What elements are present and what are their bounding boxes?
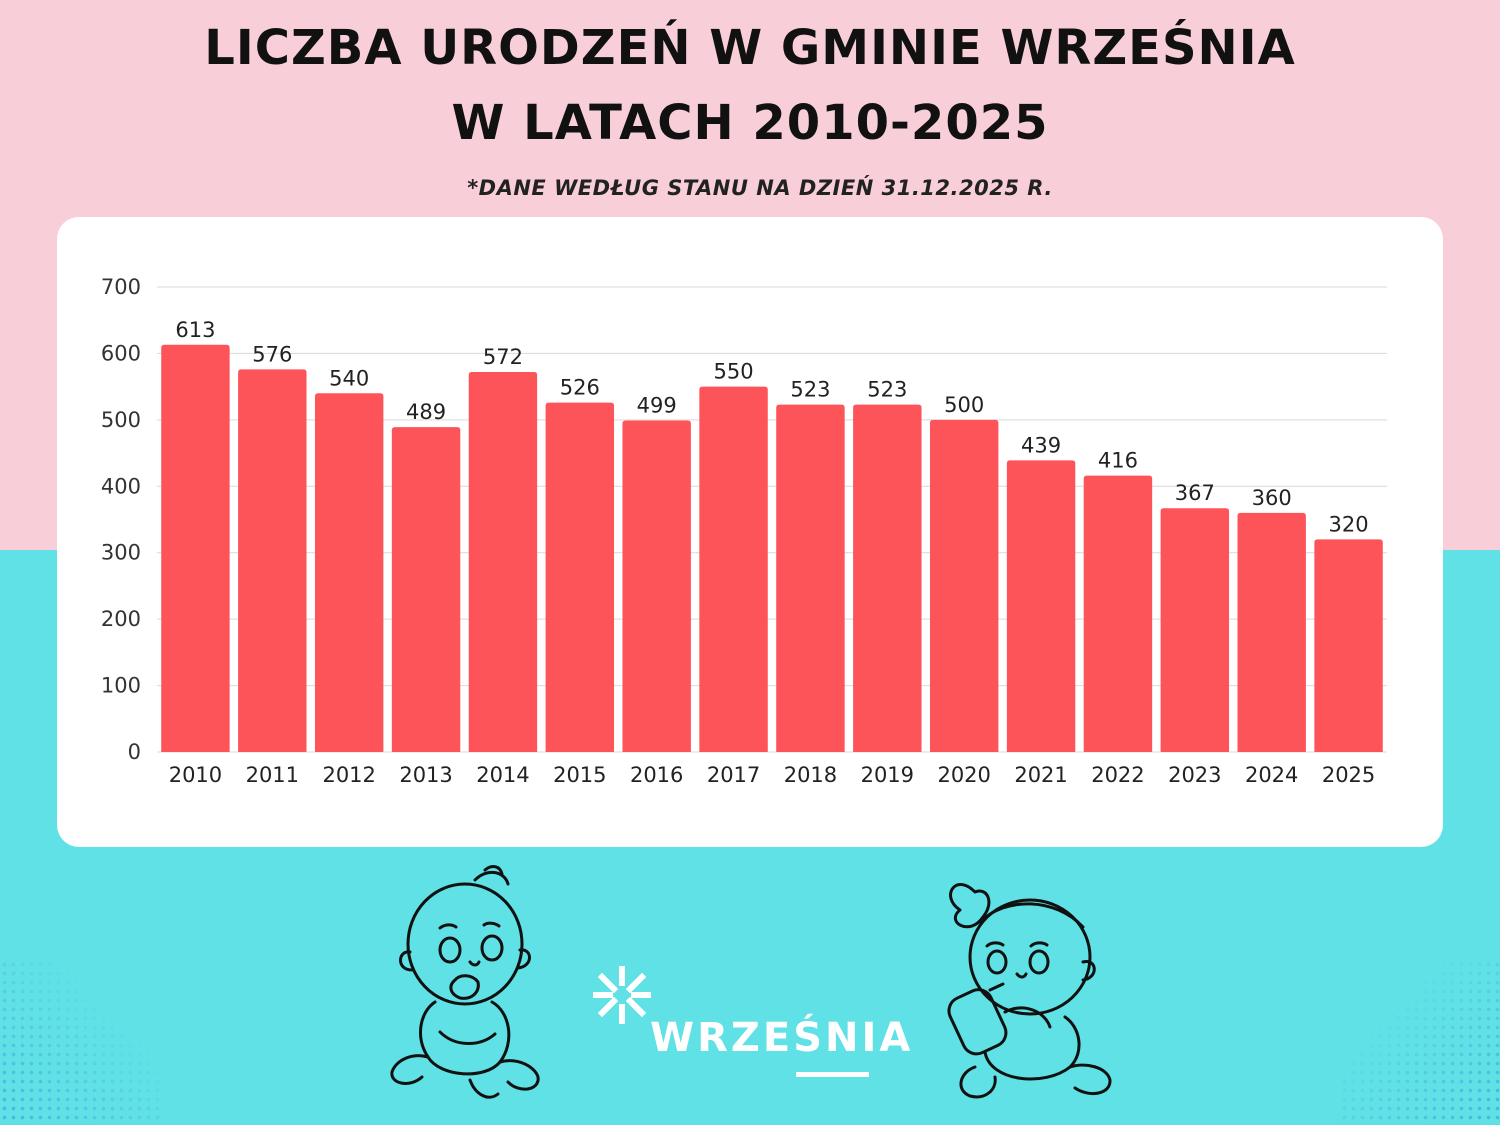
data-label-2024: 360 [1252, 486, 1292, 510]
x-tick-label-2022: 2022 [1091, 763, 1144, 787]
bar-2012 [314, 393, 384, 752]
bars [161, 344, 1383, 752]
x-tick-label-2017: 2017 [707, 763, 760, 787]
x-tick-label-2021: 2021 [1014, 763, 1067, 787]
bar-2024 [1237, 512, 1306, 752]
bar-2014 [468, 372, 538, 752]
x-axis-ticks: 2010 2011 2012 2013 2014 2015 2016 2017 2018 2019… [169, 763, 1376, 787]
x-tick-label-2025: 2025 [1322, 763, 1375, 787]
x-tick-label-2010: 2010 [169, 763, 222, 787]
wrzesnia-logo-icon [593, 966, 651, 1024]
data-label-2014: 572 [483, 345, 523, 369]
data-label-2012: 540 [329, 366, 369, 390]
bar-2020 [929, 419, 999, 752]
bar-2011 [238, 369, 307, 752]
dot-pattern-right [1340, 960, 1500, 1125]
data-label-2016: 499 [637, 394, 677, 418]
bar-2021 [1006, 460, 1076, 752]
data-label-2025: 320 [1329, 512, 1369, 536]
data-label-2022: 416 [1098, 449, 1138, 473]
data-label-2020: 500 [944, 393, 984, 417]
y-tick-label: 300 [101, 541, 141, 565]
y-axis-ticks: 0 100 200 300 400 500 600 700 [101, 275, 141, 764]
bar-2025 [1314, 539, 1383, 752]
data-label-2017: 550 [714, 360, 754, 384]
baby-girl-illustration [947, 883, 1112, 1099]
data-label-2021: 439 [1021, 433, 1061, 457]
data-label-2015: 526 [560, 376, 600, 400]
logo-underline [796, 1072, 869, 1077]
bar-chart: 0 100 200 300 400 500 600 700 613 576 540 489 572 52… [101, 275, 1387, 787]
bar-2023 [1160, 508, 1230, 752]
baby-boy-illustration [390, 865, 540, 1099]
x-tick-label-2012: 2012 [322, 763, 375, 787]
data-label-2023: 367 [1175, 481, 1215, 505]
y-tick-label: 0 [128, 740, 141, 764]
y-tick-label: 100 [101, 674, 141, 698]
bar-2019 [853, 404, 922, 752]
y-tick-label: 700 [101, 275, 141, 299]
logo-wordmark: WRZEŚNIA [650, 1015, 914, 1061]
bar-2022 [1083, 475, 1153, 752]
data-label-2018: 523 [790, 378, 830, 402]
y-tick-label: 600 [101, 341, 141, 365]
bar-2018 [776, 404, 845, 752]
dot-pattern-left [0, 960, 160, 1125]
data-label-2013: 489 [406, 400, 446, 424]
data-label-2011: 576 [252, 342, 292, 366]
x-tick-label-2020: 2020 [937, 763, 990, 787]
chart-title-line2: W LATACH 2010-2025 [451, 95, 1049, 151]
data-note: *DANE WEDŁUG STANU NA DZIEŃ 31.12.2025 R… [467, 176, 1053, 200]
bar-2017 [699, 386, 768, 752]
x-tick-label-2013: 2013 [399, 763, 452, 787]
x-tick-label-2016: 2016 [630, 763, 683, 787]
x-tick-label-2015: 2015 [553, 763, 606, 787]
data-label-2019: 523 [867, 378, 907, 402]
bar-2010 [161, 344, 230, 752]
bar-2016 [622, 420, 691, 752]
chart-card: 0 100 200 300 400 500 600 700 613 576 540 489 572 52… [57, 217, 1443, 847]
x-tick-label-2018: 2018 [784, 763, 837, 787]
bar-2015 [545, 402, 615, 752]
x-tick-label-2011: 2011 [246, 763, 299, 787]
data-labels: 613 576 540 489 572 526 499 550 523 523 500 439 416 3… [175, 318, 1368, 537]
x-tick-label-2024: 2024 [1245, 763, 1298, 787]
y-tick-label: 400 [101, 474, 141, 498]
y-tick-label: 500 [101, 408, 141, 432]
y-tick-label: 200 [101, 607, 141, 631]
chart-title-line1: LICZBA URODZEŃ W GMINIE WRZEŚNIA [204, 20, 1296, 76]
data-label-2010: 613 [175, 318, 215, 342]
bar-2013 [391, 427, 461, 752]
x-tick-label-2019: 2019 [861, 763, 914, 787]
x-tick-label-2023: 2023 [1168, 763, 1221, 787]
x-tick-label-2014: 2014 [476, 763, 529, 787]
